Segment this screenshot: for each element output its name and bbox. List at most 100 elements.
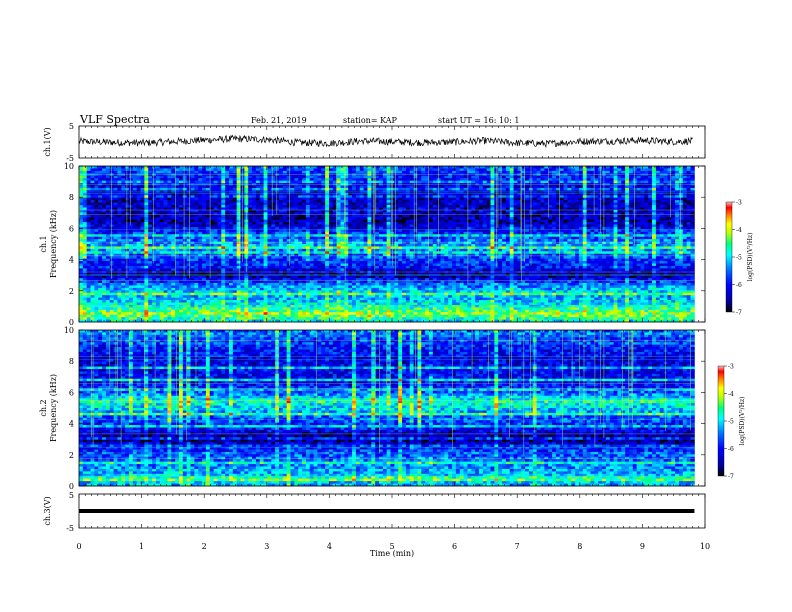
spectrogram-cell	[309, 261, 315, 264]
spectrogram-cell	[179, 212, 184, 216]
spectrogram-cell	[105, 248, 111, 252]
spectrogram-cell	[267, 297, 272, 301]
spectrogram-cell	[352, 297, 357, 301]
spectrogram-cell	[90, 229, 95, 233]
spectrogram-cell	[109, 192, 115, 196]
spectrogram-cell	[282, 224, 288, 228]
spectrogram-cell	[355, 234, 361, 238]
spectrogram-cell	[344, 246, 349, 250]
spectrogram-cell	[86, 275, 91, 279]
spectrogram-cell	[325, 292, 330, 296]
spectrogram-cell	[140, 261, 145, 264]
spectrogram-cell	[236, 285, 241, 289]
spectrogram-cell	[140, 251, 145, 255]
spectrogram-cell	[359, 275, 365, 279]
spectrogram-cell	[282, 229, 288, 233]
spectrogram-cell	[332, 312, 338, 316]
spectrogram-cell	[194, 226, 199, 230]
spectrogram-cell	[202, 209, 207, 213]
spectrogram-cell	[159, 317, 165, 320]
spectrogram-cell	[290, 173, 295, 177]
spectrogram-cell	[340, 185, 345, 189]
spectrogram-cell	[255, 231, 261, 235]
spectrogram-cell	[163, 229, 168, 233]
spectrogram-cell	[121, 239, 126, 242]
spectrogram-cell	[209, 319, 215, 323]
spectrogram-cell	[294, 234, 299, 238]
spectrogram-cell	[171, 302, 176, 306]
spectrogram-cell	[190, 192, 195, 196]
spectrogram-cell	[252, 219, 257, 223]
spectrogram-cell	[136, 166, 141, 169]
spectrogram-cell	[105, 236, 111, 240]
spectrogram-cell	[275, 205, 280, 208]
spectrogram-cell	[355, 178, 361, 182]
spectrogram-cell	[105, 187, 111, 191]
spectrogram-cell	[148, 263, 153, 267]
spectrogram-cell	[213, 195, 218, 199]
spectrogram-cell	[313, 166, 318, 169]
spectrogram-cell	[121, 302, 126, 306]
spectrogram-cell	[163, 195, 168, 199]
spectrogram-cell	[79, 314, 84, 318]
spectrogram-cell	[190, 307, 195, 311]
spectrogram-cell	[132, 261, 138, 264]
spectrogram-cell	[213, 287, 218, 291]
spectrogram-cell	[325, 319, 330, 323]
spectrogram-cell	[278, 275, 284, 279]
spectrogram-cell	[179, 283, 184, 286]
spectrogram-cell	[263, 229, 268, 233]
spectrogram-cell	[217, 302, 222, 306]
spectrogram-cell	[152, 239, 157, 242]
spectrogram-cell	[255, 314, 261, 318]
spectrogram-cell	[228, 197, 234, 201]
spectrogram-cell	[282, 312, 288, 316]
spectrogram-cell	[90, 209, 95, 213]
spectrogram-cell	[205, 285, 211, 289]
spectrogram-cell	[117, 219, 122, 223]
spectrogram-cell	[282, 314, 288, 318]
spectrogram-cell	[163, 175, 168, 179]
spectrogram-cell	[248, 187, 253, 191]
spectrogram-cell	[217, 219, 222, 223]
spectrogram-cell	[317, 200, 322, 203]
spectrogram-cell	[155, 256, 161, 260]
spectrogram-cell	[186, 309, 191, 313]
spectrogram-cell	[113, 229, 118, 233]
spectrogram-cell	[248, 292, 253, 296]
spectrogram-cell	[117, 317, 122, 320]
spectrogram-cell	[167, 200, 172, 203]
spectrogram-cell	[282, 185, 288, 189]
spectrogram-cell	[321, 195, 326, 199]
spectrogram-cell	[186, 170, 191, 174]
spectrogram-cell	[213, 285, 218, 289]
spectrogram-cell	[221, 229, 226, 233]
spectrogram-cell	[355, 168, 361, 172]
spectrogram-cell	[136, 219, 141, 223]
spectrogram-cell	[302, 187, 307, 191]
spectrogram-cell	[182, 280, 188, 284]
spectrogram-cell	[94, 319, 99, 323]
spectrogram-cell	[190, 314, 195, 318]
spectrogram-cell	[213, 187, 218, 191]
spectrogram-cell	[209, 248, 215, 252]
spectrogram-cell	[225, 197, 230, 201]
spectrogram-cell	[159, 261, 165, 264]
spectrogram-cell	[190, 202, 195, 206]
spectrogram-cell	[90, 244, 95, 247]
spectrogram-cell	[205, 226, 211, 230]
spectrogram-cell	[263, 251, 268, 255]
spectrogram-cell	[202, 224, 207, 228]
spectrogram-cell	[194, 205, 199, 208]
spectrogram-cell	[259, 312, 265, 316]
spectrogram-cell	[309, 187, 315, 191]
spectrogram-cell	[232, 239, 238, 242]
spectrogram-cell	[236, 312, 241, 316]
spectrogram-cell	[217, 166, 222, 169]
spectrogram-cell	[313, 236, 318, 240]
spectrogram-cell	[117, 285, 122, 289]
spectrogram-cell	[332, 261, 338, 264]
spectrogram-cell	[102, 263, 107, 267]
spectrogram-cell	[144, 217, 149, 221]
spectrogram-cell	[290, 258, 295, 262]
